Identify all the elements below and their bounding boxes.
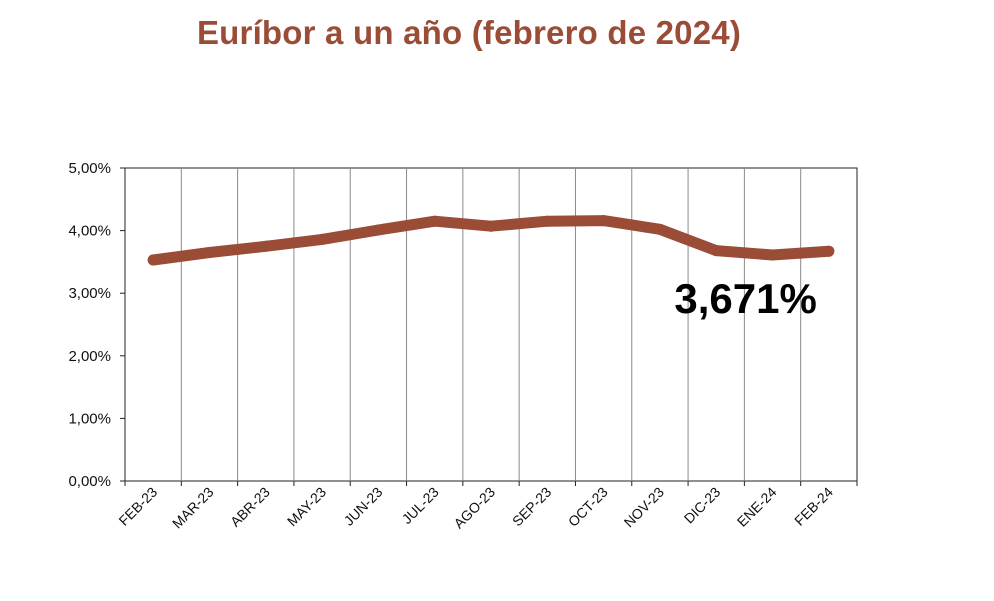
data-point [372, 224, 384, 236]
chart-title: Euríbor a un año (febrero de 2024) [196, 14, 742, 51]
y-tick-label: 1,00% [68, 410, 111, 427]
x-tick-label: FEB-23 [115, 484, 160, 529]
data-point [485, 220, 497, 232]
plot-frame [124, 167, 858, 482]
data-point [710, 245, 722, 257]
data-point [654, 223, 666, 235]
y-tick-label: 2,00% [68, 348, 111, 365]
data-point [260, 240, 272, 252]
data-point [823, 245, 835, 257]
x-tick-label: ABR-23 [227, 484, 273, 530]
x-tick-label: JUN-23 [341, 484, 386, 529]
data-point [203, 247, 215, 259]
y-tick-label: 4,00% [68, 223, 111, 240]
x-tick-label: NOV-23 [621, 484, 668, 531]
data-point [598, 215, 610, 227]
x-tick-label: OCT-23 [565, 484, 611, 530]
data-point [147, 254, 159, 266]
x-tick-label: JUL-23 [399, 484, 442, 527]
x-tick-label: FEB-24 [791, 484, 836, 529]
value-callout: 3,671% [674, 275, 816, 322]
x-tick-label: MAY-23 [284, 484, 330, 530]
x-tick-label: ENE-24 [734, 484, 780, 530]
y-tick-label: 3,00% [68, 285, 111, 302]
data-point [767, 249, 779, 261]
data-point [429, 215, 441, 227]
data-point [541, 215, 553, 227]
x-tick-label: MAR-23 [169, 484, 217, 532]
y-tick-label: 5,00% [68, 160, 111, 177]
plot-area: 0,00% 1,00% 2,00% 3,00% 4,00% 5,00% FEB-23 MAR-… [68, 160, 858, 532]
data-point [316, 233, 328, 245]
x-tick-label: AGO-23 [450, 484, 498, 532]
x-tick-label: DIC-23 [681, 484, 724, 527]
x-tick-label: SEP-23 [509, 484, 555, 530]
y-tick-label: 0,00% [68, 473, 111, 490]
